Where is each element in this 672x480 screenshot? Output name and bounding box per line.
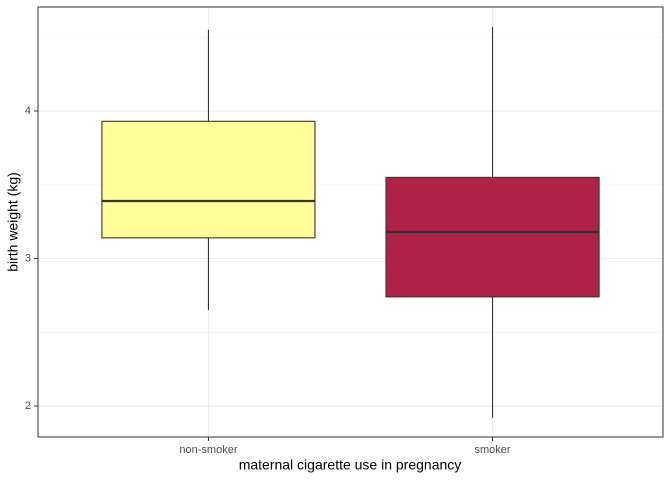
box [385, 176, 600, 298]
x-tick-label: non-smoker [179, 444, 237, 456]
y-tick-label: 3 [25, 252, 31, 264]
x-tick-label: smoker [475, 444, 511, 456]
box [101, 120, 316, 239]
x-axis-title: maternal cigarette use in pregnancy [239, 457, 462, 473]
y-tick-label: 4 [25, 105, 31, 117]
panel-border [37, 6, 664, 438]
y-axis-title: birth weight (kg) [5, 172, 21, 272]
y-tick-label: 2 [25, 400, 31, 412]
